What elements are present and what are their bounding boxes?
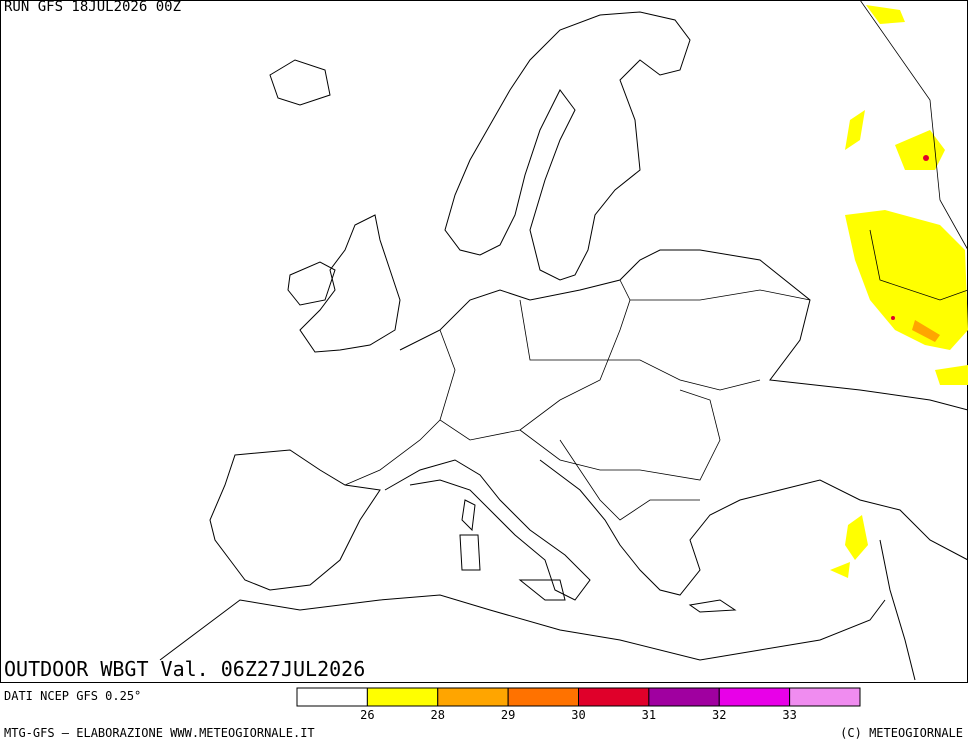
legend-swatch: [437, 687, 509, 707]
legend-swatch: [789, 687, 861, 707]
legend: 26 28 29 30 31 32 33: [296, 687, 861, 722]
legend-tick-label: 32: [712, 708, 726, 722]
legend-swatch: [648, 687, 720, 707]
legend-tick-label: 33: [782, 708, 796, 722]
legend-tick-label: 28: [431, 708, 445, 722]
map-frame: [0, 0, 968, 683]
legend-tick-label: 31: [642, 708, 656, 722]
run-label: RUN GFS 18JUL2026 00Z: [4, 0, 181, 15]
legend-swatch: [718, 687, 791, 707]
legend-swatch: [366, 687, 439, 707]
heat-areas: [830, 5, 968, 578]
source: DATI NCEP GFS 0.25°: [4, 689, 141, 703]
borders: [344, 0, 968, 521]
coastlines: [159, 11, 968, 681]
legend-tick-label: 29: [501, 708, 515, 722]
credit: MTG-GFS — ELABORAZIONE WWW.METEOGIORNALE…: [4, 726, 315, 740]
legend-swatch: [507, 687, 579, 707]
legend-tick-label: 30: [571, 708, 585, 722]
copyright: (C) METEOGIORNALE: [840, 726, 963, 740]
legend-swatch: [296, 687, 368, 707]
legend-swatch: [578, 687, 650, 707]
legend-tick-label: 26: [360, 708, 374, 722]
map: RUN GFS 18JUL2026 00Z OUTDOOR WBGT Val. …: [0, 0, 968, 683]
map-title: OUTDOOR WBGT Val. 06Z27JUL2026: [4, 657, 365, 681]
